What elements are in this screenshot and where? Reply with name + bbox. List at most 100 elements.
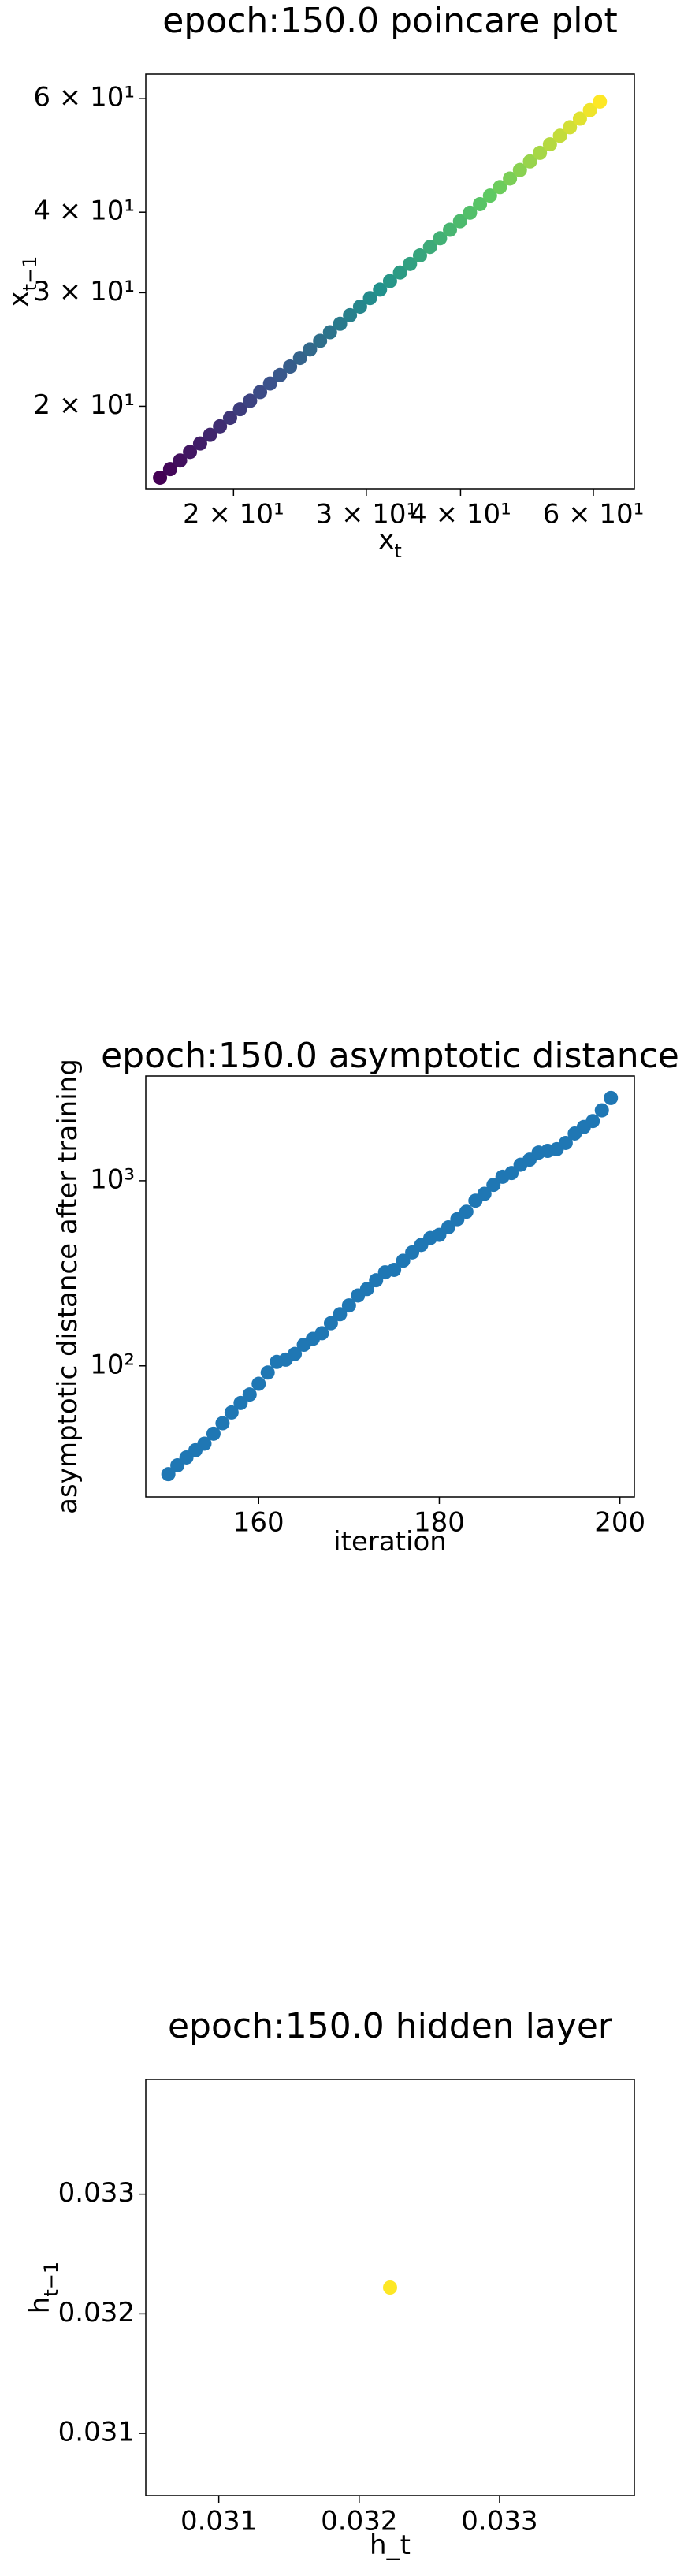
ylabel-label: ht−1 bbox=[24, 2261, 63, 2314]
point bbox=[343, 307, 358, 322]
point bbox=[253, 385, 268, 400]
point bbox=[341, 1298, 356, 1313]
point bbox=[362, 291, 377, 306]
point bbox=[412, 248, 427, 263]
ylabel-label-main: asymptotic distance after training bbox=[52, 1059, 84, 1514]
y-tick-label: 0.031 bbox=[58, 2417, 135, 2448]
point bbox=[233, 1395, 248, 1410]
point bbox=[493, 180, 507, 195]
point bbox=[359, 1282, 374, 1297]
point bbox=[373, 282, 388, 297]
point bbox=[333, 316, 348, 331]
point bbox=[522, 154, 537, 169]
point bbox=[313, 333, 328, 348]
ylabel-label: asymptotic distance after training bbox=[52, 1059, 84, 1514]
y-tick-label: 3 × 10¹ bbox=[33, 276, 135, 307]
point bbox=[403, 256, 418, 271]
point bbox=[242, 1387, 257, 1402]
point bbox=[232, 402, 247, 417]
chart-title: epoch:150.0 hidden layer bbox=[168, 2006, 613, 2046]
xlabel-label-sub: t bbox=[394, 540, 401, 562]
point bbox=[213, 419, 228, 434]
point bbox=[303, 342, 318, 357]
point bbox=[422, 240, 437, 255]
point bbox=[452, 214, 467, 229]
point bbox=[352, 300, 367, 315]
point bbox=[251, 1376, 266, 1391]
point bbox=[222, 411, 237, 426]
point bbox=[563, 120, 578, 135]
x-tick-label: 0.033 bbox=[461, 2506, 537, 2537]
point bbox=[558, 1135, 573, 1150]
point bbox=[473, 196, 488, 211]
point bbox=[173, 453, 188, 468]
point bbox=[443, 222, 458, 237]
point bbox=[333, 1307, 348, 1322]
point bbox=[314, 1326, 329, 1341]
point bbox=[594, 1103, 609, 1118]
point bbox=[262, 376, 277, 391]
xlabel-label: iteration bbox=[333, 1526, 447, 1558]
point bbox=[323, 1316, 338, 1331]
point bbox=[585, 1114, 600, 1129]
point bbox=[161, 1467, 176, 1482]
x-tick-label: 4 × 10¹ bbox=[410, 499, 511, 530]
ylabel-label-sub: t−1 bbox=[40, 2261, 62, 2297]
x-tick-label: 160 bbox=[233, 1507, 284, 1539]
ylabel-label-main: h bbox=[24, 2297, 56, 2314]
point bbox=[203, 427, 217, 442]
point bbox=[153, 470, 168, 485]
plot-area bbox=[145, 2079, 635, 2496]
point bbox=[215, 1416, 230, 1431]
x-tick-label: 6 × 10¹ bbox=[543, 499, 645, 530]
point bbox=[503, 171, 518, 186]
point bbox=[504, 1166, 519, 1181]
x-tick-label: 2 × 10¹ bbox=[183, 499, 284, 530]
ylabel-label-main: x bbox=[3, 291, 35, 307]
point bbox=[593, 94, 608, 109]
point bbox=[197, 1436, 212, 1451]
point bbox=[572, 111, 587, 126]
point bbox=[243, 393, 258, 408]
x-tick-label: 180 bbox=[414, 1507, 465, 1539]
point bbox=[477, 1186, 492, 1201]
point bbox=[292, 351, 307, 366]
point bbox=[224, 1405, 239, 1420]
point bbox=[582, 102, 597, 117]
x-tick-label: 0.032 bbox=[321, 2506, 397, 2537]
point bbox=[463, 205, 478, 220]
point bbox=[288, 1346, 303, 1361]
point bbox=[604, 1090, 619, 1105]
point bbox=[512, 162, 527, 177]
point bbox=[273, 367, 288, 382]
point bbox=[482, 188, 497, 203]
point bbox=[283, 359, 298, 374]
xlabel-label-main: iteration bbox=[333, 1526, 447, 1558]
x-tick-label: 200 bbox=[594, 1507, 645, 1539]
point bbox=[552, 128, 567, 143]
y-tick-label: 0.032 bbox=[58, 2297, 135, 2328]
y-tick-label: 10² bbox=[90, 1349, 135, 1380]
point bbox=[206, 1426, 221, 1441]
point bbox=[433, 231, 448, 246]
point bbox=[542, 137, 557, 152]
xlabel-label: xt bbox=[378, 524, 402, 563]
point bbox=[392, 265, 407, 280]
y-tick-label: 2 × 10¹ bbox=[33, 389, 135, 421]
xlabel-label-main: x bbox=[378, 524, 394, 556]
point bbox=[260, 1365, 275, 1380]
point bbox=[441, 1220, 455, 1235]
xlabel-label: h_t bbox=[370, 2529, 411, 2561]
plot-area bbox=[145, 73, 635, 490]
point bbox=[382, 274, 397, 288]
y-tick-label: 6 × 10¹ bbox=[33, 82, 135, 114]
xlabel-label-main: h_t bbox=[370, 2529, 411, 2561]
point bbox=[387, 1262, 402, 1277]
point bbox=[322, 325, 337, 340]
plot-area bbox=[145, 1075, 635, 1498]
point bbox=[183, 445, 198, 460]
chart-title: epoch:150.0 asymptotic distance bbox=[101, 1036, 679, 1076]
point bbox=[533, 145, 548, 160]
